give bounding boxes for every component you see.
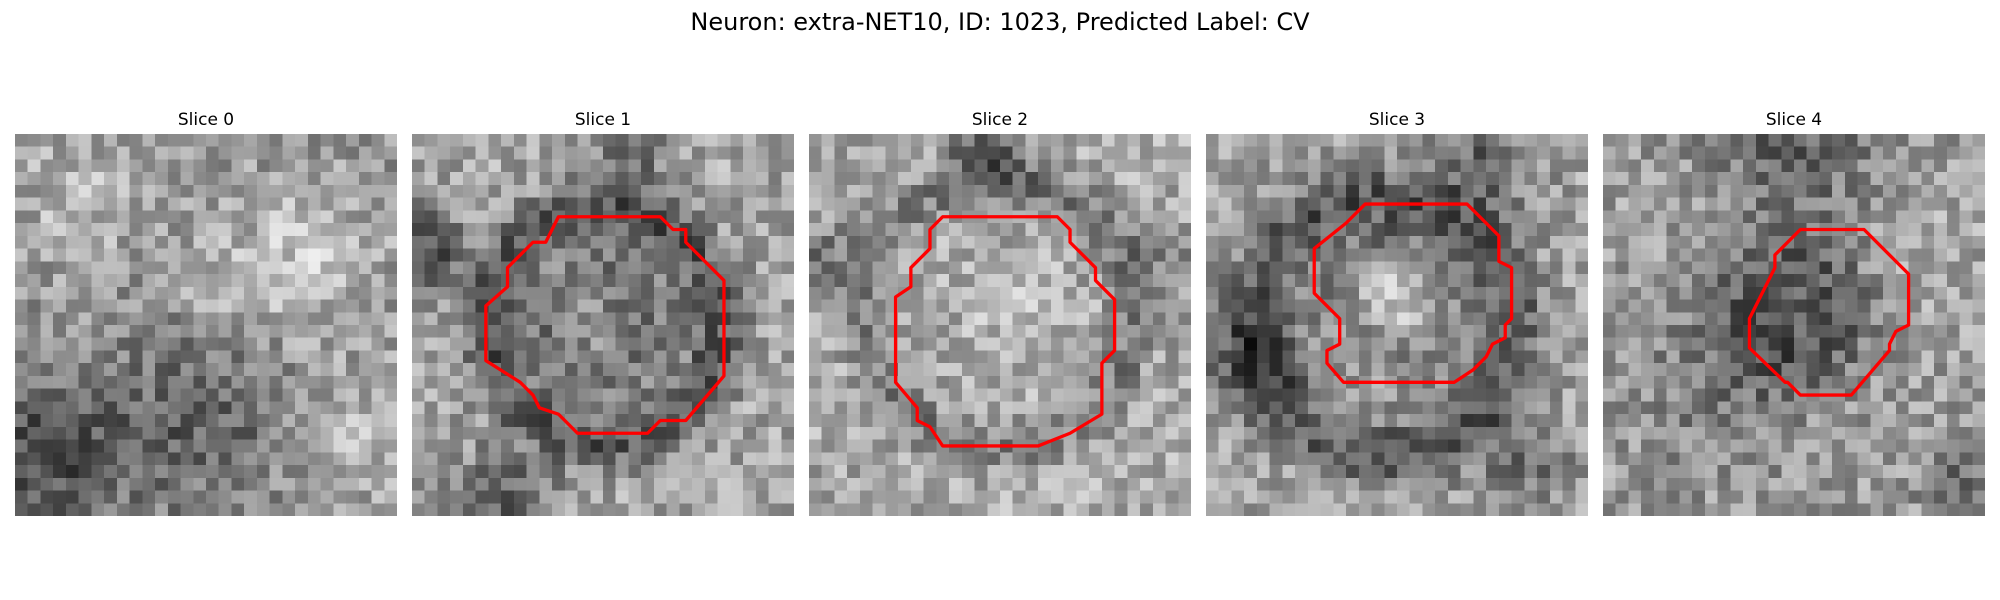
slice-title: Slice 4 bbox=[1765, 110, 1823, 130]
slice-image bbox=[1206, 134, 1588, 516]
slice-image bbox=[412, 134, 794, 516]
slice-panel-4: Slice 4 bbox=[1603, 108, 1985, 520]
slice-image bbox=[1603, 134, 1985, 516]
slice-title: Slice 2 bbox=[971, 110, 1029, 130]
slice-panel-3: Slice 3 bbox=[1206, 108, 1588, 520]
slice-panel-0: Slice 0 bbox=[15, 108, 397, 520]
segmentation-outline bbox=[1312, 202, 1514, 384]
slice-image bbox=[809, 134, 1191, 516]
segmentation-outline bbox=[893, 215, 1117, 448]
slice-panel-1: Slice 1 bbox=[412, 108, 794, 520]
segmentation-outline bbox=[1747, 227, 1911, 397]
segmentation-outline bbox=[484, 215, 726, 435]
slice-panel-2: Slice 2 bbox=[809, 108, 1191, 520]
slice-title: Slice 0 bbox=[177, 110, 235, 130]
slice-image bbox=[15, 134, 397, 516]
slice-title: Slice 3 bbox=[1368, 110, 1426, 130]
figure-title: Neuron: extra-NET10, ID: 1023, Predicted… bbox=[690, 8, 1310, 36]
slice-title: Slice 1 bbox=[574, 110, 632, 130]
